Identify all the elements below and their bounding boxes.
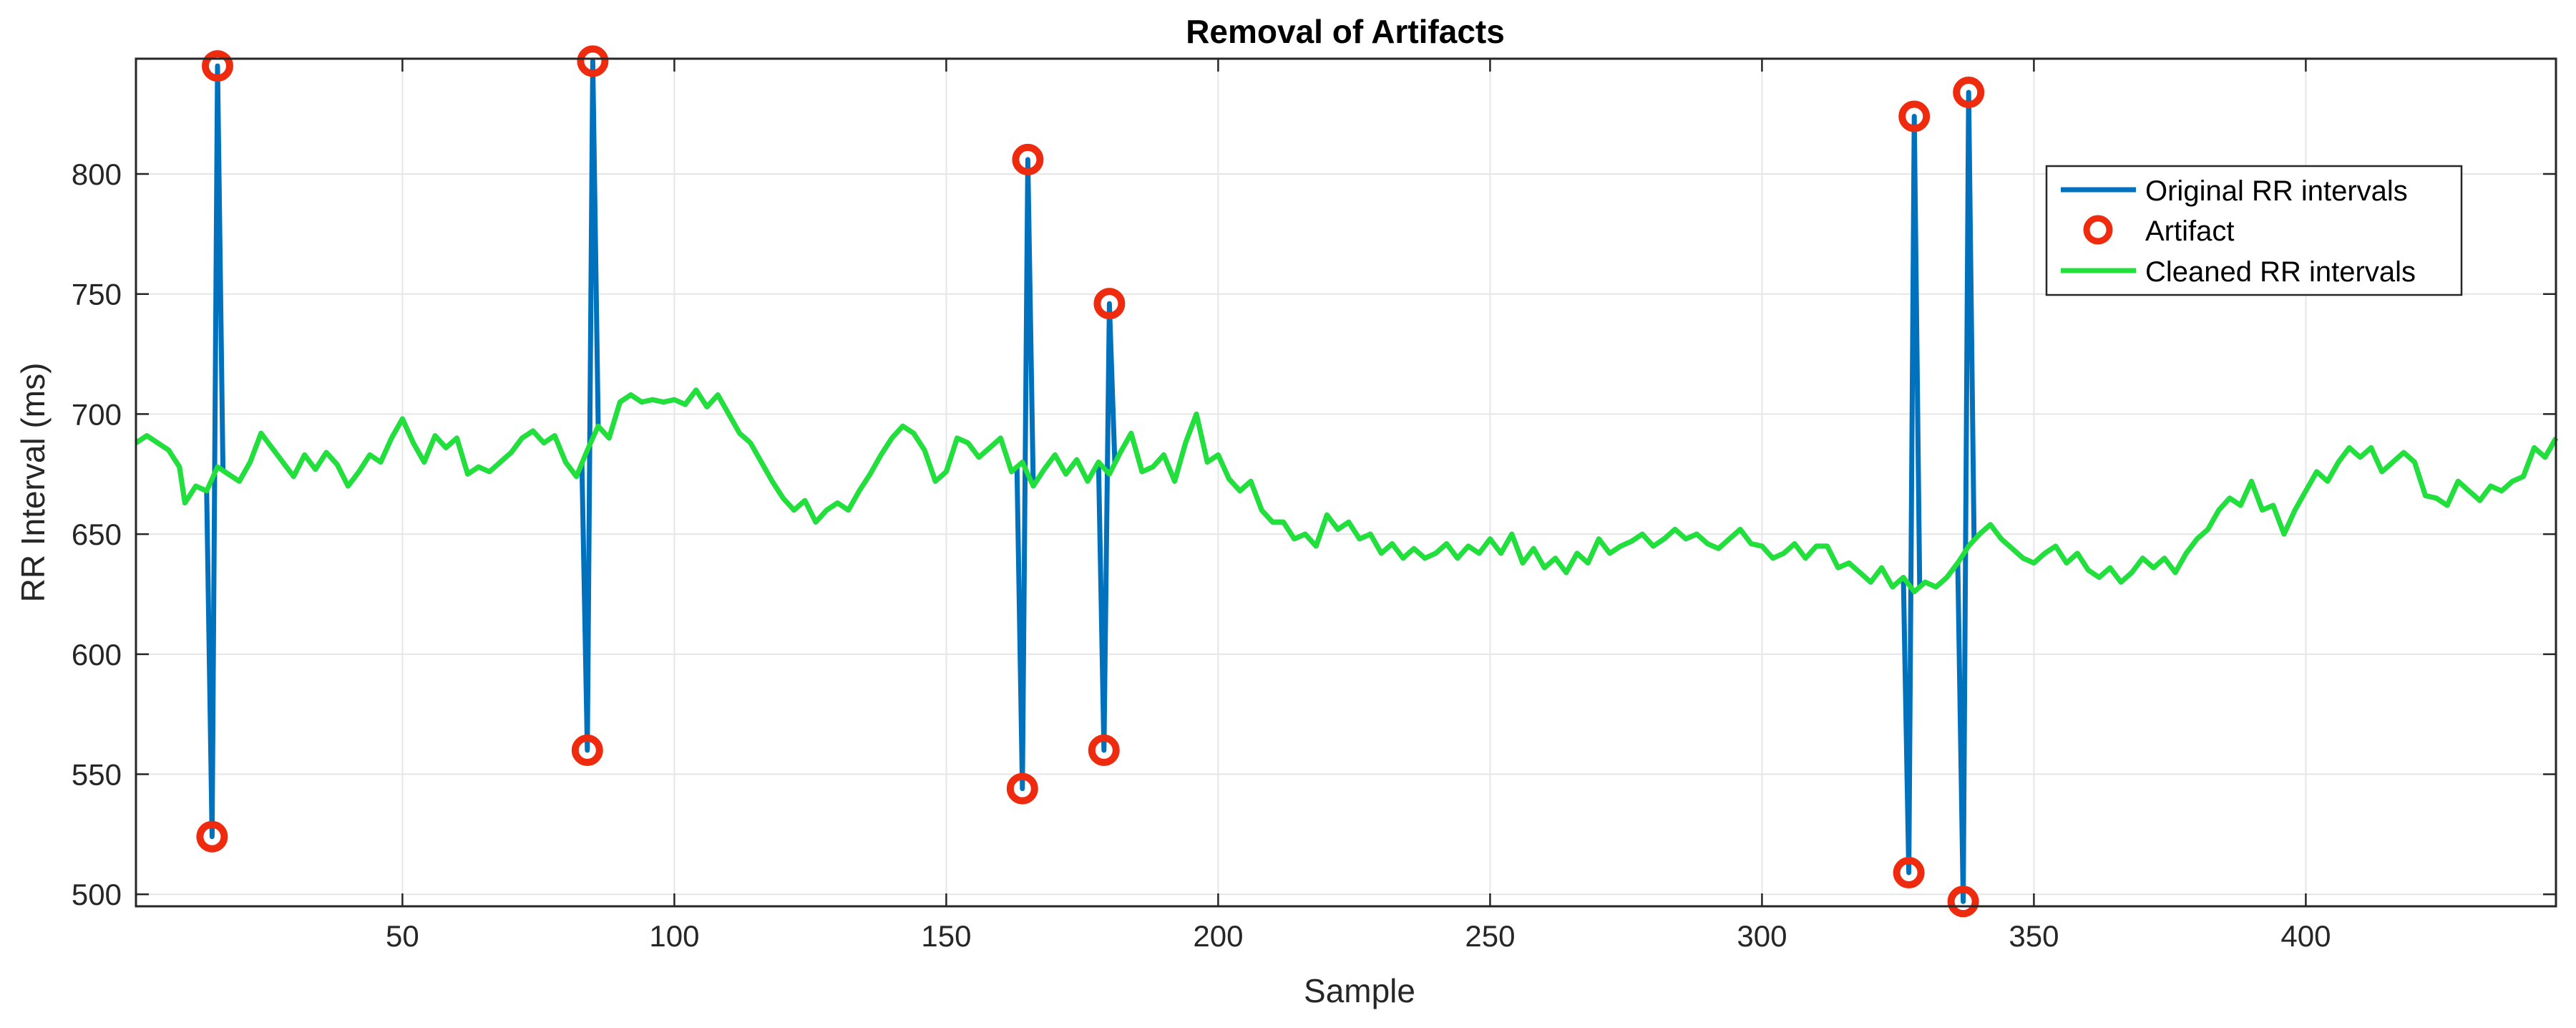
y-tick-label: 800 — [72, 157, 122, 191]
artifact-marker — [1953, 77, 1985, 108]
x-tick-label: 150 — [921, 919, 971, 953]
legend-label-original: Original RR intervals — [2145, 175, 2408, 207]
artifact-marker — [571, 734, 603, 766]
artifact-marker — [1093, 288, 1126, 320]
cleaned-rr-line — [135, 387, 2559, 595]
series-artifacts — [196, 45, 1985, 918]
y-tick-label: 700 — [72, 397, 122, 431]
x-tick-label: 200 — [1193, 919, 1243, 953]
y-tick-label: 600 — [72, 638, 122, 671]
artifact-marker — [1012, 143, 1044, 175]
artifact-marker — [1088, 734, 1120, 766]
y-tick-label: 750 — [72, 278, 122, 311]
y-tick-label: 650 — [72, 518, 122, 551]
x-tick-label: 250 — [1465, 919, 1515, 953]
axis-ticks: 50 100 150 200 250 300 350 400 500 550 600 650 700 75… — [72, 59, 2556, 953]
x-axis-title: Sample — [1304, 972, 1415, 1009]
x-tick-label: 300 — [1737, 919, 1787, 953]
plot-frame — [135, 57, 2557, 908]
legend-swatch-artifact — [2083, 215, 2113, 245]
artifact-marker — [1947, 886, 1979, 918]
x-tick-label: 100 — [649, 919, 699, 953]
artifact-marker — [1006, 772, 1038, 805]
series-cleaned-rr — [135, 387, 2559, 595]
x-tick-label: 50 — [386, 919, 419, 953]
legend: Original RR intervals Artifact Cleaned R… — [2045, 165, 2463, 296]
artifact-marker — [1898, 100, 1931, 132]
artifact-marker — [1893, 857, 1925, 888]
artifact-marker — [202, 50, 233, 82]
x-tick-label: 350 — [2009, 919, 2059, 953]
legend-label-cleaned: Cleaned RR intervals — [2145, 256, 2416, 288]
artifact-marker — [196, 820, 228, 853]
x-tick-label: 400 — [2280, 919, 2331, 953]
artifact-marker — [577, 45, 609, 77]
legend-label-artifact: Artifact — [2145, 215, 2234, 247]
y-axis-title: RR Interval (ms) — [14, 363, 52, 603]
y-tick-label: 550 — [72, 758, 122, 792]
y-tick-label: 500 — [72, 878, 122, 911]
chart-title: Removal of Artifacts — [1186, 13, 1505, 50]
